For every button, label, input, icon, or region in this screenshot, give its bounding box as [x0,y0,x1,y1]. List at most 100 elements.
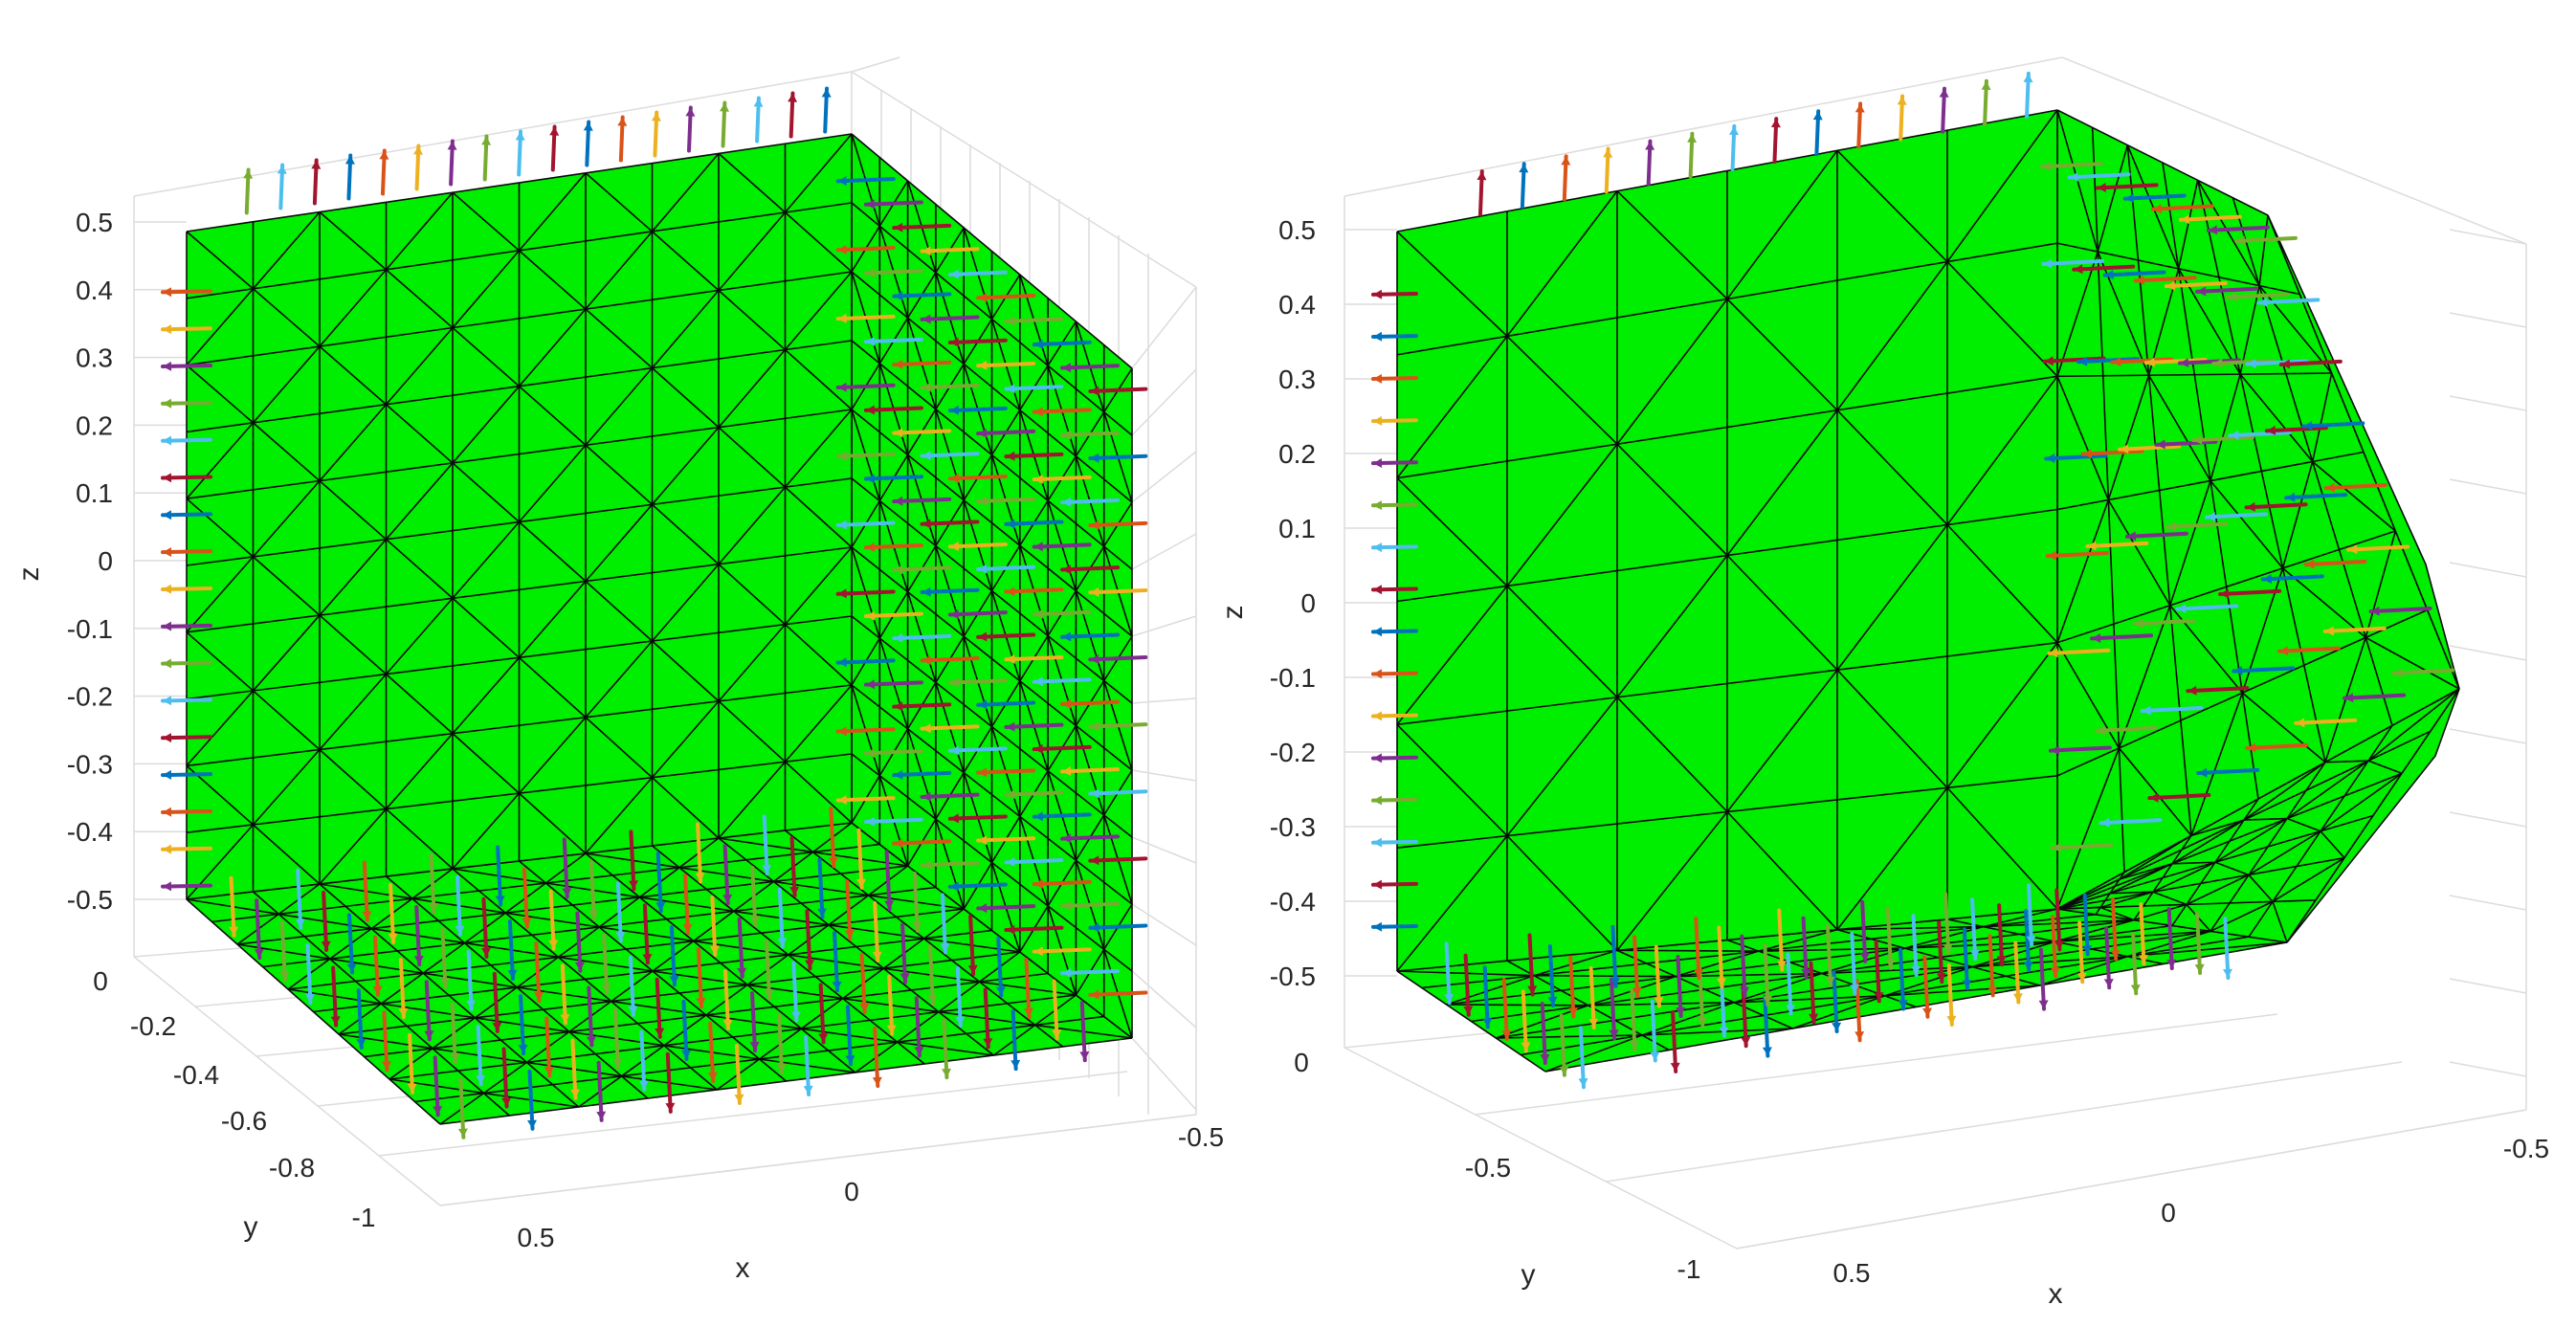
normal-arrow [804,1035,811,1097]
grid-line [1131,533,1197,570]
grid-line [851,71,1197,288]
mesh-diagonal [651,503,720,565]
mesh-diagonal [2054,918,2135,942]
normal-arrow-head [1943,944,1953,954]
normal-arrow-head [949,609,959,620]
normal-arrow [534,941,542,1004]
normal-arrow [873,900,880,962]
mesh-diagonal [585,503,654,583]
normal-arrow-head [2038,1000,2049,1009]
normal-arrow [920,452,980,458]
normal-arrow [2301,421,2365,429]
mesh-diagonal [718,152,787,213]
normal-arrow [372,935,380,997]
normal-arrow-head [1630,1040,1639,1050]
normal-arrow-head [789,886,800,896]
mesh-line [186,684,853,767]
normal-arrow [920,860,980,868]
normal-arrow [575,911,583,973]
normal-arrow-head [2043,258,2053,269]
normal-arrow-head [2197,286,2207,297]
normal-arrow [1060,699,1121,707]
normal-arrow-head [2247,359,2256,369]
normal-arrow-head [1885,959,1896,968]
normal-arrow-head [922,586,931,597]
mesh-diagonal [252,824,321,885]
normal-arrow-head [886,1025,897,1034]
normal-arrow [835,658,896,665]
normal-arrow-head [1911,965,1921,976]
grid-line [439,1114,1197,1206]
normal-arrow-head [1090,788,1099,799]
normal-arrow [940,893,947,955]
normal-arrow-head [492,1022,502,1031]
normal-arrow-head [845,1055,855,1065]
normal-arrow-head [859,1003,870,1012]
normal-arrow-head [818,1033,829,1043]
mesh-diagonal [2056,906,2101,910]
normal-arrow-head [651,112,661,122]
normal-arrow [2391,668,2455,675]
normal-arrow-head [665,1102,676,1112]
normal-arrow [1088,387,1148,393]
normal-arrow [2094,725,2158,733]
normal-arrow-head [1463,1006,1474,1015]
normal-arrow-head [978,835,988,846]
normal-arrow-head [413,955,424,965]
normal-arrow-head [1033,878,1043,889]
normal-arrow-head [163,584,172,594]
grid-line [2449,811,2527,828]
normal-arrow-head [481,947,491,957]
normal-arrow-head [655,902,666,912]
normal-arrow [920,792,980,799]
normal-arrow-head [866,610,876,621]
normal-arrow-head [1519,164,1529,173]
normal-arrow-head [2135,275,2144,285]
mesh-diagonal [2320,772,2403,832]
mesh-diagonal [1396,586,1508,725]
normal-arrow [1004,654,1064,662]
normal-arrow [362,860,369,922]
normal-arrow-head [922,791,931,802]
normal-arrow-head [844,930,855,940]
normal-arrow-head [1477,171,1487,181]
mesh-diagonal [784,271,853,351]
normal-arrow-head [1373,921,1383,932]
normal-arrow-head [894,359,903,369]
z-tick-label: 0.5 [1278,215,1316,245]
normal-arrow-head [681,1050,691,1059]
normal-arrow [2095,183,2159,190]
normal-arrow-head [2165,280,2176,291]
normal-arrow-head [382,1061,391,1071]
mesh-diagonal [718,289,787,351]
normal-arrow [476,1025,483,1087]
normal-arrow-head [2280,359,2291,369]
cube-front-face-mesh [1396,109,2058,972]
normal-arrow-head [2198,767,2208,778]
normal-arrow [1004,722,1064,729]
normal-arrow-head [894,838,903,849]
z-tick-label: -0.2 [67,682,113,712]
normal-arrow [1004,452,1064,459]
normal-arrow [1052,979,1059,1041]
grid-line [2449,562,2527,578]
normal-arrow [762,814,769,876]
normal-arrow [845,1005,853,1067]
normal-arrow-head [356,1038,366,1048]
normal-arrow-head [433,1106,443,1116]
normal-arrow [1559,1013,1566,1077]
normal-arrow-head [922,655,931,665]
normal-arrow [629,829,636,892]
normal-arrow-head [277,165,287,174]
normal-arrow-head [2180,214,2190,225]
normal-arrow-head [1786,1005,1796,1014]
normal-arrow-head [978,631,988,642]
z-tick-label: -0.2 [1270,738,1316,767]
grid-line [1131,836,1197,864]
normal-arrow-head [1809,1013,1819,1023]
mesh-diagonal [651,367,720,429]
y-tick-label: -0.8 [269,1153,315,1183]
mesh-diagonal [1616,555,1728,698]
mesh-diagonal [651,777,720,839]
normal-arrow-head [2305,559,2315,569]
